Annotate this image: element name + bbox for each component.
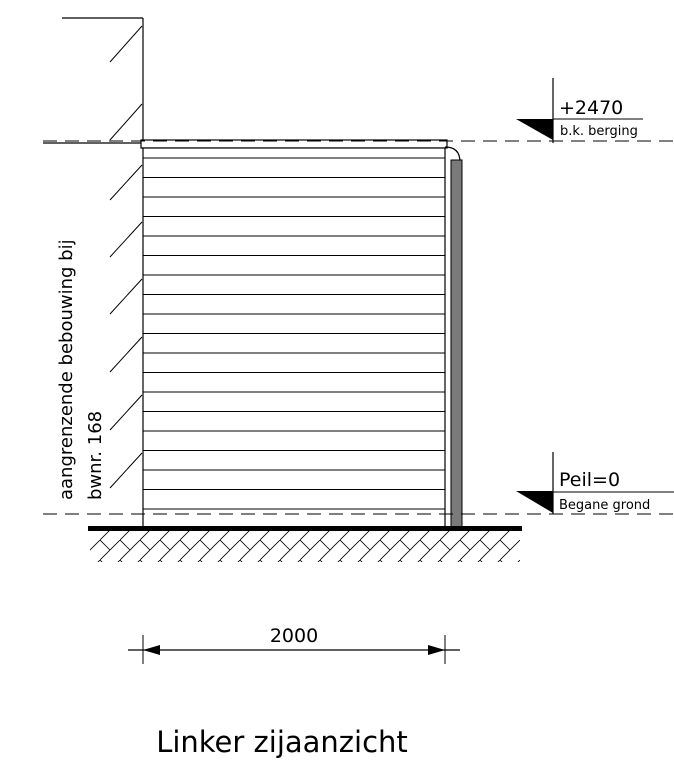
adjacent-building — [43, 17, 144, 489]
wall-outline — [142, 147, 446, 529]
level-triangle-icon — [516, 491, 553, 513]
neighbor-label-line1: aangrenzende bebouwing bij — [56, 239, 77, 500]
top-level-desc: b.k. berging — [560, 124, 638, 139]
top-level-value: +2470 — [559, 97, 623, 119]
top-level-marker: +2470 b.k. berging — [516, 78, 643, 143]
floor-level-marker: Peil=0 Begane grond — [516, 452, 674, 514]
cladding-lines — [143, 157, 445, 510]
floor-level-value: Peil=0 — [559, 469, 620, 491]
floor-level-desc: Begane grond — [559, 498, 650, 513]
neighbor-label-line2: bwnr. 168 — [85, 411, 106, 500]
neighbor-hatching — [109, 25, 143, 489]
drawing-title: Linker zijaanzicht — [156, 725, 408, 759]
arrow-right-icon — [428, 645, 445, 655]
downpipe — [444, 146, 463, 529]
width-dimension: 2000 — [128, 625, 460, 664]
level-triangle-icon — [516, 119, 553, 140]
width-value: 2000 — [270, 625, 318, 647]
arrow-left-icon — [143, 645, 160, 655]
ground — [88, 526, 522, 562]
shed-wall — [140, 139, 448, 529]
